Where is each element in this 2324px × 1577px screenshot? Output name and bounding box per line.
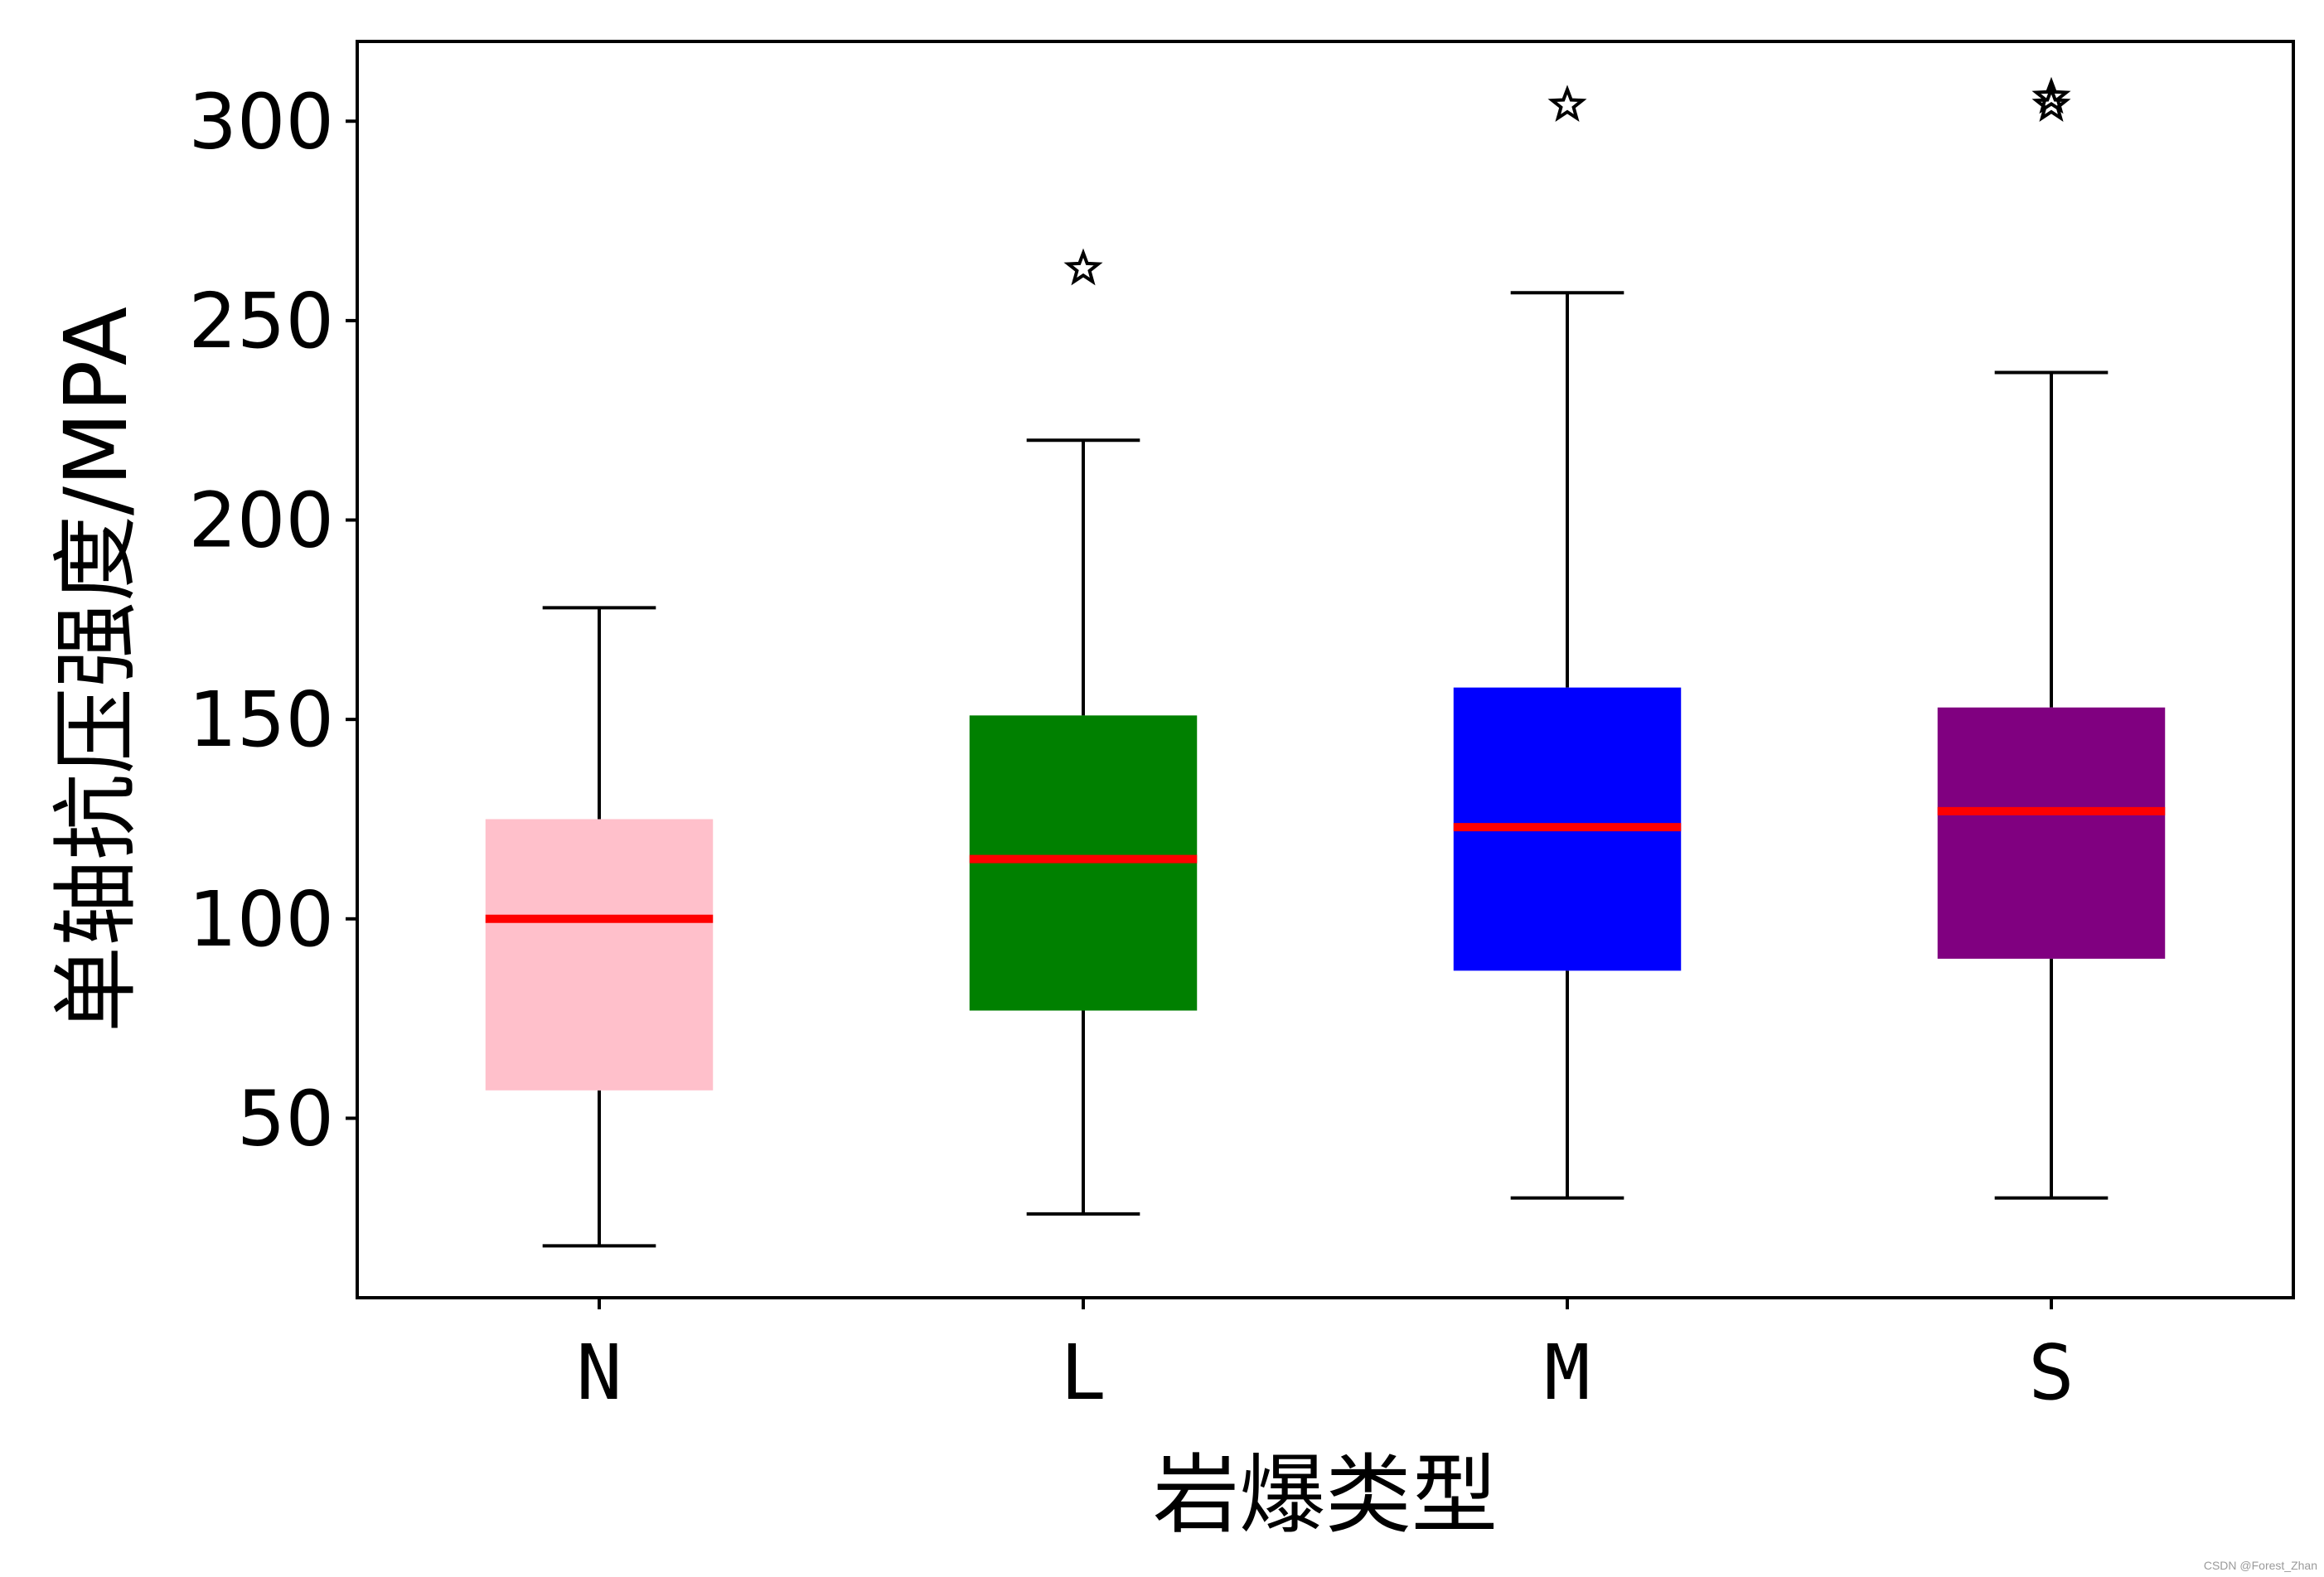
x-tick-label: M [1544, 1328, 1590, 1417]
box-body [485, 819, 714, 1091]
y-axis: 50 100 150 200 250 300 [188, 77, 357, 1163]
y-tick-label: 100 [188, 875, 334, 964]
box-group-m [1453, 85, 1682, 1200]
box-body [1937, 707, 2166, 959]
y-tick-label: 300 [188, 77, 334, 166]
plot-frame [356, 40, 2295, 1299]
x-axis-title: 岩爆类型 [1153, 1444, 1498, 1546]
outlier-marker [2031, 85, 2071, 123]
watermark: CSDN @Forest_Zhan [2203, 1559, 2317, 1572]
outlier-marker [1063, 248, 1103, 286]
y-tick-label: 150 [188, 675, 334, 764]
y-tick-label: 250 [188, 277, 334, 365]
outlier-marker [2031, 76, 2071, 114]
box-group-l [969, 248, 1198, 1216]
x-tick-label: N [576, 1328, 622, 1417]
boxes-layer [485, 76, 2166, 1248]
x-tick-label: L [1060, 1328, 1106, 1417]
y-axis-title: 单轴抗压强度/MPA [46, 307, 147, 1033]
y-tick-label: 200 [188, 476, 334, 565]
box-group-s [1937, 76, 2166, 1200]
outlier-marker [1547, 85, 1587, 123]
y-tick-label: 50 [237, 1074, 334, 1163]
box-group-n [485, 606, 714, 1248]
x-tick-label: S [2028, 1328, 2074, 1417]
